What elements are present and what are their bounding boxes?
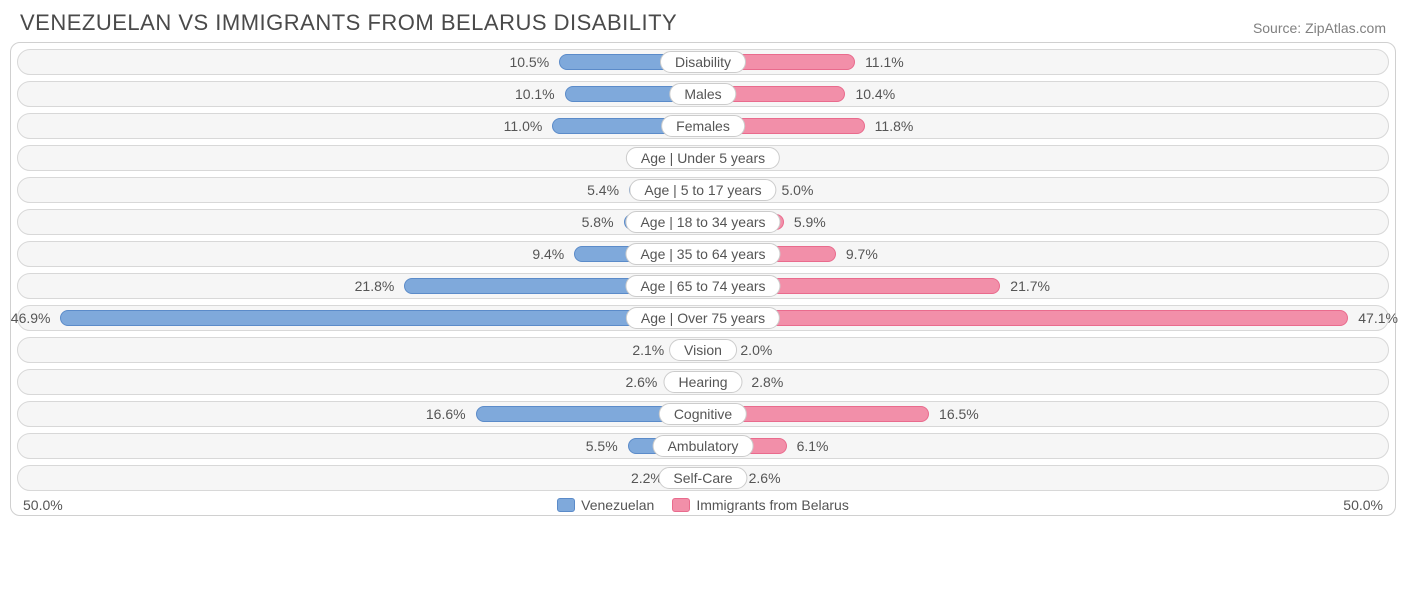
row-right-half: 9.7% [703,242,1388,266]
legend-label-left: Venezuelan [581,497,654,513]
chart-row: 11.0% 11.8% Females [17,113,1389,139]
bar-right [703,310,1348,326]
axis-max-left: 50.0% [23,497,63,513]
legend-swatch-left [557,498,575,512]
value-label-right: 2.0% [734,338,772,362]
chart-area: 10.5% 11.1% Disability 10.1% 10.4% Males 11.0%… [10,42,1396,516]
chart-row: 1.2%1.0%Age | Under 5 years [17,145,1389,171]
row-left-half: 11.0% [18,114,703,138]
chart-title: VENEZUELAN VS IMMIGRANTS FROM BELARUS DI… [20,10,677,36]
chart-row: 5.4% 5.0%Age | 5 to 17 years [17,177,1389,203]
category-pill: Age | 35 to 64 years [625,243,780,265]
row-right-half: 5.9% [703,210,1388,234]
row-left-half: 10.5% [18,50,703,74]
row-left-half: 9.4% [18,242,703,266]
category-pill: Age | Over 75 years [626,307,780,329]
row-left-half: 5.8% [18,210,703,234]
value-label-left: 5.4% [587,178,625,202]
row-left-half: 2.6% [18,370,703,394]
bar-left [60,310,703,326]
row-left-half: 46.9% [18,306,703,330]
row-left-half: 1.2% [18,146,703,170]
value-label-right: 47.1% [1352,306,1398,330]
category-pill: Cognitive [659,403,747,425]
category-pill: Age | Under 5 years [626,147,780,169]
row-left-half: 16.6% [18,402,703,426]
legend-label-right: Immigrants from Belarus [696,497,848,513]
value-label-right: 5.0% [776,178,814,202]
category-pill: Disability [660,51,746,73]
legend-item-left: Venezuelan [557,497,654,513]
value-label-left: 10.1% [515,82,561,106]
chart-header: VENEZUELAN VS IMMIGRANTS FROM BELARUS DI… [0,0,1406,42]
value-label-right: 9.7% [840,242,878,266]
value-label-right: 2.8% [745,370,783,394]
row-left-half: 5.4% [18,178,703,202]
chart-row: 2.2% 2.6%Self-Care [17,465,1389,491]
value-label-left: 11.0% [504,114,549,138]
chart-row: 5.8% 5.9% Age | 18 to 34 years [17,209,1389,235]
chart-footer: 50.0% Venezuelan Immigrants from Belarus… [17,497,1389,513]
value-label-left: 16.6% [426,402,472,426]
row-left-half: 5.5% [18,434,703,458]
legend: Venezuelan Immigrants from Belarus [557,497,849,513]
row-right-half: 1.0% [703,146,1388,170]
row-right-half: 2.8% [703,370,1388,394]
row-right-half: 6.1% [703,434,1388,458]
category-pill: Age | 5 to 17 years [629,179,776,201]
value-label-right: 11.8% [869,114,914,138]
value-label-left: 21.8% [355,274,401,298]
row-right-half: 2.0% [703,338,1388,362]
chart-source: Source: ZipAtlas.com [1253,20,1386,36]
legend-item-right: Immigrants from Belarus [672,497,848,513]
row-right-half: 11.8% [703,114,1388,138]
chart-row: 2.6% 2.8%Hearing [17,369,1389,395]
value-label-right: 5.9% [788,210,826,234]
row-left-half: 2.1% [18,338,703,362]
chart-row: 46.9%47.1%Age | Over 75 years [17,305,1389,331]
value-label-right: 11.1% [859,50,904,74]
row-left-half: 21.8% [18,274,703,298]
chart-row: 10.5% 11.1% Disability [17,49,1389,75]
chart-row: 5.5% 6.1% Ambulatory [17,433,1389,459]
value-label-left: 2.1% [632,338,670,362]
category-pill: Males [669,83,736,105]
category-pill: Self-Care [658,467,747,489]
category-pill: Vision [669,339,737,361]
rows-container: 10.5% 11.1% Disability 10.1% 10.4% Males 11.0%… [17,49,1389,491]
value-label-right: 2.6% [743,466,781,490]
category-pill: Age | 18 to 34 years [625,211,780,233]
row-right-half: 10.4% [703,82,1388,106]
row-right-half: 5.0% [703,178,1388,202]
chart-row: 21.8% 21.7% Age | 65 to 74 years [17,273,1389,299]
category-pill: Age | 65 to 74 years [625,275,780,297]
value-label-left: 5.8% [582,210,620,234]
value-label-right: 16.5% [933,402,979,426]
chart-row: 2.1% 2.0%Vision [17,337,1389,363]
row-right-half: 21.7% [703,274,1388,298]
value-label-left: 2.6% [625,370,663,394]
value-label-left: 10.5% [509,50,555,74]
row-right-half: 47.1% [703,306,1388,330]
value-label-left: 9.4% [532,242,570,266]
chart-row: 16.6% 16.5% Cognitive [17,401,1389,427]
row-right-half: 16.5% [703,402,1388,426]
value-label-left: 46.9% [11,306,57,330]
chart-row: 10.1% 10.4% Males [17,81,1389,107]
value-label-right: 6.1% [791,434,829,458]
row-left-half: 10.1% [18,82,703,106]
legend-swatch-right [672,498,690,512]
value-label-left: 5.5% [586,434,624,458]
value-label-right: 10.4% [849,82,895,106]
value-label-right: 21.7% [1004,274,1050,298]
row-right-half: 2.6% [703,466,1388,490]
chart-row: 9.4% 9.7% Age | 35 to 64 years [17,241,1389,267]
axis-max-right: 50.0% [1343,497,1383,513]
category-pill: Ambulatory [653,435,754,457]
category-pill: Females [661,115,745,137]
row-right-half: 11.1% [703,50,1388,74]
row-left-half: 2.2% [18,466,703,490]
category-pill: Hearing [663,371,742,393]
